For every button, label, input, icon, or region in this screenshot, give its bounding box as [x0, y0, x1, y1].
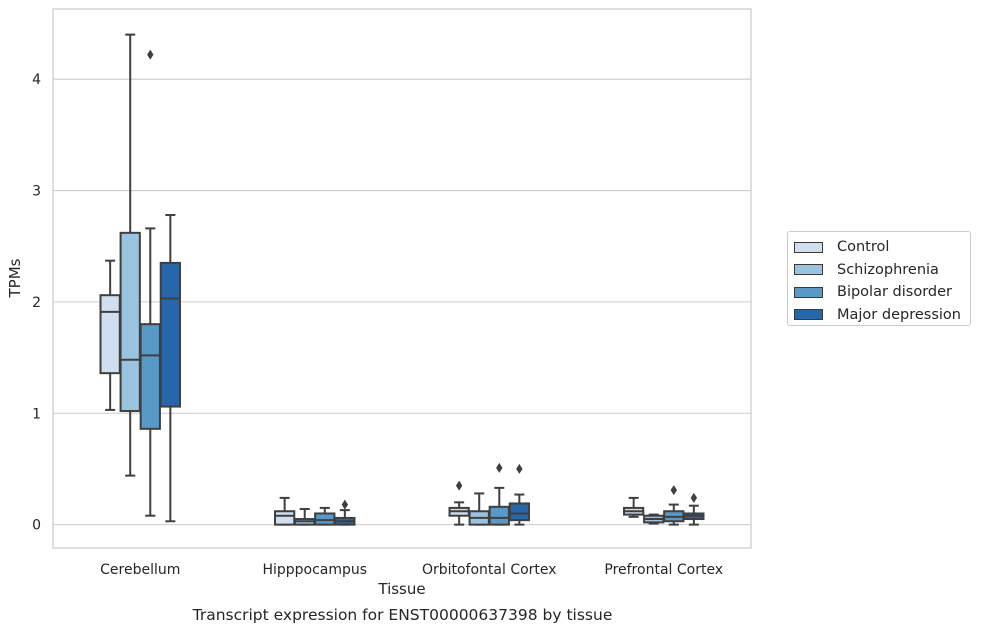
- outlier-point: [516, 463, 523, 474]
- y-tick-labels: 0 1 2 3 4: [32, 72, 41, 533]
- box-major-depression: [159, 214, 181, 523]
- box-iqr: [488, 505, 510, 526]
- plot-area-frame: [52, 8, 752, 549]
- gridlines: [53, 78, 751, 526]
- box-control: [274, 496, 296, 526]
- x-tick-label: Orbitofontal Cortex: [422, 562, 557, 578]
- box-iqr: [508, 502, 530, 522]
- y-axis-label: TPMs: [6, 258, 24, 298]
- box-bipolar-disorder: [139, 49, 161, 517]
- y-tick-label: 2: [32, 295, 41, 311]
- legend-item: Bipolar disorder: [794, 281, 964, 304]
- box-iqr: [159, 261, 181, 408]
- y-tick-label: 1: [32, 406, 41, 422]
- box-control: [623, 496, 645, 518]
- x-tick-label: Cerebellum: [100, 562, 180, 578]
- y-tick-label: 4: [32, 72, 41, 88]
- box-major-depression: [508, 463, 530, 526]
- box-major-depression: [683, 492, 705, 526]
- box-iqr: [139, 323, 161, 430]
- box-bipolar-disorder: [314, 506, 336, 526]
- box-schizophrenia: [119, 33, 141, 477]
- box-iqr: [274, 510, 296, 526]
- outlier-point: [341, 499, 349, 510]
- y-tick-label: 0: [32, 518, 41, 534]
- box-schizophrenia: [468, 492, 490, 526]
- legend-swatch: [794, 264, 823, 276]
- x-axis-label: Tissue: [377, 580, 425, 598]
- legend-label: Schizophrenia: [837, 261, 939, 278]
- box-bipolar-disorder: [663, 485, 685, 526]
- legend-item: Schizophrenia: [794, 259, 964, 282]
- legend-label: Major depression: [837, 306, 961, 323]
- box-control: [448, 480, 470, 526]
- y-tick-label: 3: [32, 184, 41, 200]
- outlier-point: [455, 480, 463, 491]
- legend-swatch: [794, 286, 823, 298]
- legend-item: Control: [794, 236, 964, 259]
- legend: Control Schizophrenia Bipolar disorder Majo…: [787, 231, 971, 326]
- outlier-point: [496, 462, 503, 473]
- box-major-depression: [334, 499, 356, 526]
- legend-swatch: [794, 241, 823, 253]
- box-bipolar-disorder: [488, 462, 510, 526]
- legend-swatch: [794, 309, 823, 321]
- legend-item: Major depression: [794, 304, 964, 327]
- chart-caption: Transcript expression for ENST0000063739…: [192, 606, 613, 624]
- legend-label: Control: [837, 239, 890, 256]
- x-tick-labels: Cerebellum Hipppocampus Orbitofontal Corte…: [100, 562, 723, 578]
- box-control: [99, 259, 121, 411]
- box-iqr: [99, 294, 121, 375]
- x-tick-label: Prefrontal Cortex: [604, 562, 723, 578]
- box-schizophrenia: [294, 508, 316, 526]
- outlier-point: [690, 492, 698, 503]
- outlier-point: [147, 49, 154, 60]
- box-iqr: [314, 512, 336, 526]
- x-tick-label: Hipppocampus: [262, 562, 367, 578]
- boxes-layer: [99, 33, 705, 526]
- box-schizophrenia: [643, 513, 665, 525]
- outlier-point: [670, 485, 677, 496]
- legend-label: Bipolar disorder: [837, 284, 952, 301]
- box-iqr: [119, 231, 141, 413]
